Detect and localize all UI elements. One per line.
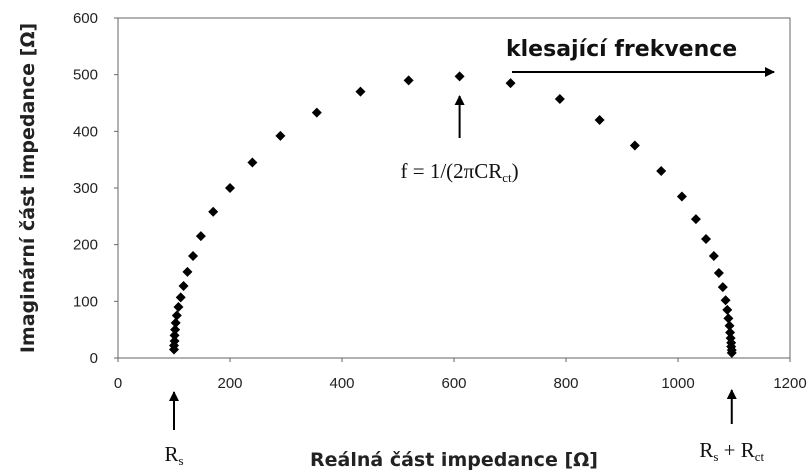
x-axis-title: Reálná část impedance [Ω] bbox=[310, 449, 598, 471]
y-tick-label: 200 bbox=[73, 237, 98, 254]
data-point bbox=[676, 191, 687, 202]
data-point bbox=[195, 231, 206, 242]
data-point bbox=[171, 310, 182, 321]
data-point bbox=[454, 71, 465, 82]
data-point bbox=[690, 214, 701, 225]
rs-label: Rs bbox=[164, 442, 183, 468]
rs-rct-label: Rs + Rct bbox=[699, 438, 764, 464]
data-point bbox=[554, 94, 565, 105]
rs-rct-s2: ct bbox=[755, 449, 765, 464]
data-point bbox=[722, 304, 733, 315]
data-point bbox=[247, 157, 258, 168]
rs-rct-r1: R bbox=[699, 438, 713, 462]
x-tick-label: 200 bbox=[217, 375, 242, 392]
y-tick-label: 400 bbox=[73, 123, 98, 140]
y-tick-label: 600 bbox=[73, 10, 98, 27]
y-tick-label: 500 bbox=[73, 67, 98, 84]
data-point bbox=[170, 317, 181, 328]
x-tick-label: 0 bbox=[114, 375, 122, 392]
data-point bbox=[723, 313, 734, 324]
data-point bbox=[725, 327, 736, 338]
data-point bbox=[275, 130, 286, 141]
y-tick-label: 300 bbox=[73, 180, 98, 197]
data-point bbox=[403, 75, 414, 86]
data-point bbox=[720, 295, 731, 306]
data-point bbox=[629, 140, 640, 151]
peak-formula-close: ) bbox=[512, 159, 519, 183]
peak-frequency-label: f = 1/(2πCRct) bbox=[401, 159, 519, 185]
data-point bbox=[355, 86, 366, 97]
x-tick-label: 400 bbox=[329, 375, 354, 392]
plot-area bbox=[117, 17, 791, 359]
rs-main: R bbox=[164, 442, 178, 466]
data-point bbox=[208, 206, 219, 217]
x-tick-label: 1200 bbox=[773, 375, 806, 392]
rs-rct-s1: s bbox=[713, 449, 718, 464]
data-point bbox=[311, 107, 322, 118]
peak-formula-main: f = 1/(2πCR bbox=[401, 159, 503, 183]
x-tick-label: 600 bbox=[441, 375, 466, 392]
data-point bbox=[178, 281, 189, 292]
data-point bbox=[173, 302, 184, 312]
data-point bbox=[169, 330, 180, 341]
y-axis-title: Imaginární část impedance [Ω] bbox=[17, 23, 39, 353]
data-point bbox=[708, 251, 719, 261]
y-tick-label: 100 bbox=[73, 293, 98, 310]
x-tick-label: 800 bbox=[553, 375, 578, 392]
data-point bbox=[188, 251, 199, 261]
y-axis-ticks: 0 100 200 300 400 500 600 bbox=[73, 10, 118, 367]
data-point bbox=[713, 268, 724, 278]
data-point bbox=[594, 115, 605, 125]
y-tick-label: 0 bbox=[90, 350, 98, 367]
direction-label: klesající frekvence bbox=[506, 37, 737, 62]
data-point bbox=[169, 336, 180, 346]
data-point bbox=[724, 320, 735, 331]
data-point bbox=[225, 183, 235, 193]
data-point bbox=[505, 78, 516, 89]
data-point bbox=[701, 234, 711, 244]
data-point bbox=[717, 282, 728, 293]
data-point bbox=[175, 292, 186, 303]
x-axis-ticks: 0 200 400 600 800 1000 1200 bbox=[114, 358, 807, 392]
data-point bbox=[726, 347, 737, 358]
peak-formula-sub: ct bbox=[502, 170, 512, 185]
data-point bbox=[656, 166, 667, 176]
x-tick-label: 1000 bbox=[661, 375, 694, 392]
rs-rct-plus: + R bbox=[718, 438, 754, 462]
rs-sub: s bbox=[178, 453, 183, 468]
data-point bbox=[182, 266, 193, 277]
data-points bbox=[169, 71, 737, 358]
data-point bbox=[170, 324, 181, 335]
